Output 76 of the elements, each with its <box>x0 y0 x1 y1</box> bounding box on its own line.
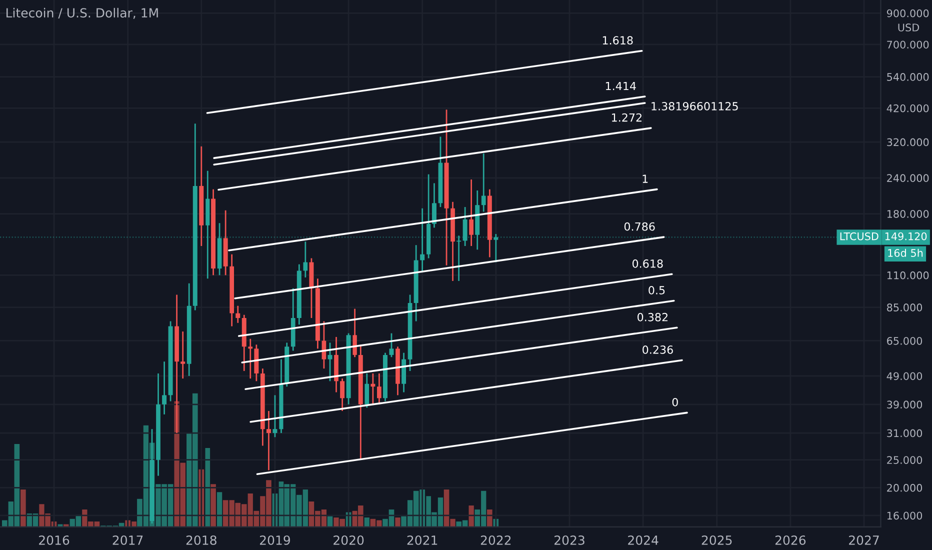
candlestick <box>456 234 462 282</box>
series-label: 1.272 <box>612 113 642 122</box>
x-tick-label: 2017 <box>112 535 143 545</box>
series-label: 0 <box>672 398 678 406</box>
x-tick-label: 2024 <box>628 535 658 545</box>
candlestick <box>340 378 345 412</box>
x-tick-label: 2020 <box>334 535 364 545</box>
y-axis-title: USD <box>898 24 920 32</box>
series-label: 1.414 <box>606 82 636 90</box>
bar <box>468 506 474 527</box>
y-tick-label: 85.000 <box>887 304 922 312</box>
candlestick <box>370 372 376 406</box>
x-tick-label: 2016 <box>39 535 70 545</box>
bar <box>216 492 222 527</box>
series-label: 0.618 <box>632 259 663 268</box>
x-tick-label: 2027 <box>849 535 879 545</box>
y-tick-label: 420.000 <box>886 104 929 112</box>
bar <box>487 510 492 527</box>
bar <box>364 518 370 527</box>
candlestick <box>236 305 240 324</box>
x-tick-label: 2026 <box>775 535 806 545</box>
candlestick <box>420 208 425 272</box>
bar <box>395 518 400 527</box>
series-label: 1 <box>642 174 648 183</box>
ref-line-label: 149.120 <box>885 232 927 240</box>
candlestick <box>266 410 271 471</box>
bar <box>20 489 26 527</box>
x-tick-label: 2023 <box>554 535 584 545</box>
y-tick-label: 16.000 <box>887 512 922 520</box>
series-label: 0.5 <box>648 286 665 294</box>
y-tick-label: 180.000 <box>887 210 929 218</box>
x-tick-label: 2019 <box>260 535 290 545</box>
candlestick <box>481 152 486 212</box>
y-tick-label: 110.000 <box>887 271 929 280</box>
y-tick-label: 540.000 <box>887 73 929 81</box>
candlestick <box>432 182 436 228</box>
series-label: 1.38196601125 <box>652 102 738 110</box>
candlestick <box>462 206 468 247</box>
y-tick-label: 320.000 <box>887 138 929 146</box>
candlestick <box>303 240 308 278</box>
y-tick-label: 240.000 <box>887 174 929 182</box>
candlestick <box>180 330 186 380</box>
y-tick-label: 900.000 <box>886 9 929 18</box>
candlestick <box>272 394 278 438</box>
series-label: 0.382 <box>638 312 668 322</box>
y-tick-label: 39.000 <box>887 400 922 409</box>
bar <box>327 516 333 527</box>
y-tick-label: 65.000 <box>887 336 922 345</box>
candlestick <box>328 342 332 382</box>
candlestick <box>469 178 474 247</box>
candlestick <box>389 332 394 358</box>
y-tick-label: 20.000 <box>887 484 922 492</box>
y-tick-label: 700.000 <box>887 40 929 49</box>
candlestick <box>377 372 382 406</box>
candlestick <box>494 233 498 263</box>
annotation: LTCUSD <box>840 232 878 240</box>
text: 16d 5h <box>888 248 923 257</box>
y-tick-label: 31.000 <box>887 429 922 438</box>
bar <box>63 524 69 527</box>
series-label: 1.618 <box>602 36 633 45</box>
candlestick <box>364 372 370 408</box>
text: Litecoin / U.S. Dollar, 1M <box>6 8 158 19</box>
y-tick-label: 49.000 <box>886 372 922 380</box>
x-tick-label: 2022 <box>480 535 511 545</box>
bar <box>205 448 210 527</box>
bar <box>58 524 63 527</box>
series-label: 0.236 <box>642 345 673 354</box>
y-tick-label: 25.000 <box>887 456 922 464</box>
series-label: 0.786 <box>624 222 655 231</box>
x-tick-label: 2021 <box>407 535 438 545</box>
candlestick <box>248 338 253 380</box>
candlestick <box>162 360 167 416</box>
bar <box>210 484 216 527</box>
x-tick-label: 2025 <box>702 535 732 545</box>
x-tick-label: 2018 <box>186 535 216 545</box>
candlestick <box>352 308 357 358</box>
